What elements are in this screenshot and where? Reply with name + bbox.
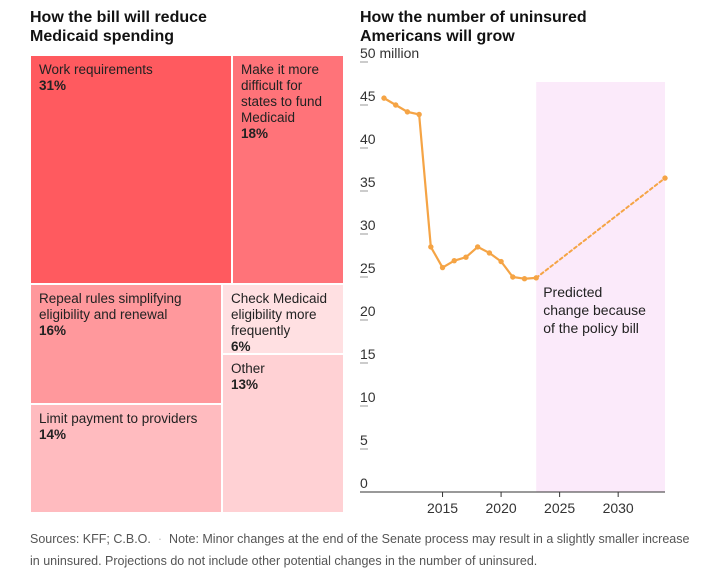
y-tick-label: 45 (360, 88, 376, 104)
tile-repeal-rules: Repeal rules simplifying eligibility and… (30, 284, 222, 404)
note-text: Note: Minor changes at the end of the Se… (30, 532, 690, 568)
tile-percent: 31% (39, 78, 67, 93)
tile-label: Check Medicaid eligibility more frequent… (231, 291, 328, 338)
tile-work-requirements: Work requirements 31% (30, 55, 232, 284)
x-tick-label: 2030 (603, 500, 634, 516)
data-point (439, 264, 446, 271)
predicted-line (535, 177, 666, 279)
tile-eligibility-checks: Check Medicaid eligibility more frequent… (222, 284, 344, 354)
tile-percent: 6% (231, 339, 251, 354)
y-tick-label: 30 (360, 217, 376, 233)
prediction-annotation: Predicted change because of the policy bil… (543, 284, 646, 336)
data-point (510, 274, 516, 280)
right-chart-title: How the number of uninsured Americans wil… (360, 9, 587, 45)
data-point (498, 258, 504, 265)
data-point (416, 111, 422, 118)
annotation-line: of the policy bill (543, 320, 639, 336)
y-tick-label: 20 (360, 303, 376, 319)
data-point (393, 102, 399, 108)
data-point (521, 276, 528, 282)
tile-percent: 18% (241, 126, 269, 141)
y-tick-label: 50 million (360, 45, 419, 61)
footer-separator: · (157, 532, 163, 546)
tile-label: Repeal rules simplifying eligibility and… (39, 291, 182, 322)
tile-percent: 16% (39, 323, 67, 338)
sources-text: Sources: KFF; C.B.O. (30, 532, 151, 546)
tile-label: Make it more difficult for states to fun… (241, 62, 323, 125)
tile-label: Limit payment to providers (39, 411, 198, 426)
data-point (463, 254, 469, 260)
x-tick-label: 2015 (427, 500, 458, 516)
tile-percent: 14% (39, 427, 67, 442)
annotation-line: Predicted (543, 284, 602, 300)
data-point (451, 257, 457, 264)
tile-limit-payment: Limit payment to providers 14% (30, 404, 222, 513)
y-tick-label: 5 (360, 432, 368, 448)
tile-label: Work requirements (39, 62, 153, 77)
y-tick-label: 0 (360, 475, 368, 491)
data-point (381, 95, 387, 101)
footer: Sources: KFF; C.B.O. · Note: Minor changes… (30, 528, 690, 572)
y-tick-label: 10 (360, 389, 376, 405)
prediction-shade (536, 82, 665, 492)
data-point (662, 175, 668, 181)
tile-percent: 13% (231, 377, 259, 392)
annotation-line: change because (543, 302, 646, 318)
x-tick-label: 2020 (486, 500, 517, 516)
data-point (474, 244, 481, 250)
y-tick-label: 25 (360, 260, 376, 276)
left-chart-title: How the bill will reduce Medicaid spendin… (30, 9, 207, 45)
y-tick-label: 15 (360, 346, 376, 362)
y-tick-label: 35 (360, 174, 376, 190)
data-point (404, 109, 411, 115)
y-tick-label: 40 (360, 131, 376, 147)
x-tick-label: 2025 (544, 500, 575, 516)
data-point (486, 250, 493, 256)
tile-state-funding: Make it more difficult for states to fun… (232, 55, 344, 284)
tile-label: Other (231, 361, 265, 376)
historical-line (382, 97, 538, 280)
data-point (428, 244, 434, 250)
tile-other: Other 13% (222, 354, 344, 513)
